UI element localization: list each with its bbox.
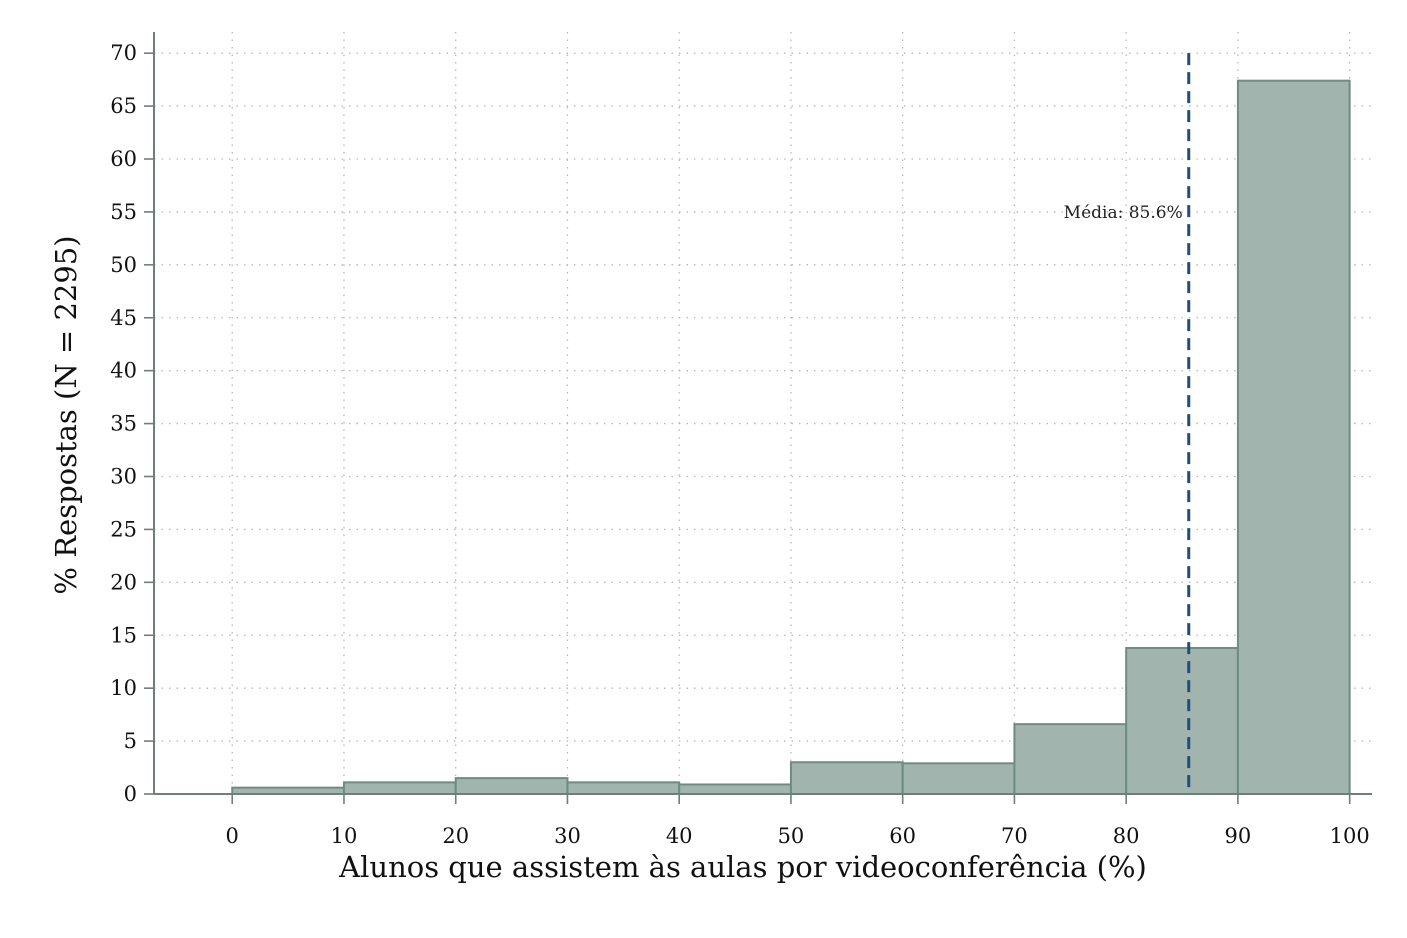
mean-marker: Média: 85.6%	[1064, 53, 1191, 794]
y-axis-title: % Respostas (N = 2295)	[49, 235, 83, 594]
y-tick-label: 0	[124, 782, 137, 806]
histogram-bar	[1236, 79, 1351, 795]
histogram-bar	[342, 781, 457, 796]
y-tick-label: 25	[110, 517, 137, 541]
x-tick-label: 90	[1225, 824, 1252, 848]
x-tick-label: 30	[554, 824, 581, 848]
y-tick-label: 55	[110, 200, 137, 224]
y-tick-label: 30	[110, 465, 137, 489]
y-tick-label: 60	[110, 147, 137, 171]
histogram-bar	[1013, 723, 1128, 796]
tick-labels: 0 5 10 15 20 25 30 35 40 45 50 55 60 65 70 0 10 20 30 40 50 6…	[110, 41, 1369, 848]
x-tick-label: 10	[331, 824, 358, 848]
x-tick-label: 60	[889, 824, 916, 848]
y-tick-label: 20	[110, 570, 137, 594]
y-tick-label: 35	[110, 412, 137, 436]
x-tick-label: 100	[1330, 824, 1370, 848]
y-tick-label: 40	[110, 359, 137, 383]
y-tick-label: 65	[110, 94, 137, 118]
histogram-bar	[901, 762, 1016, 796]
y-tick-label: 70	[110, 41, 137, 65]
mean-label: Média: 85.6%	[1064, 203, 1183, 223]
histogram-bar	[678, 783, 792, 795]
x-tick-label: 20	[442, 824, 469, 848]
y-tick-label: 50	[110, 253, 137, 277]
x-tick-label: 70	[1001, 824, 1028, 848]
x-axis-title: Alunos que assistem às aulas por videoco…	[338, 850, 1147, 884]
histogram-bar	[1125, 646, 1239, 796]
x-tick-label: 50	[778, 824, 805, 848]
histogram-bar	[454, 777, 569, 795]
grid-lines	[154, 32, 1372, 794]
y-tick-label: 15	[110, 623, 137, 647]
x-tick-label: 80	[1113, 824, 1140, 848]
x-tick-label: 40	[666, 824, 693, 848]
histogram-bars	[231, 79, 1351, 796]
histogram-bar	[566, 781, 681, 796]
y-tick-label: 5	[124, 729, 137, 753]
x-tick-label: 0	[226, 824, 239, 848]
y-tick-label: 45	[110, 306, 137, 330]
histogram-bar	[789, 761, 904, 795]
axes	[144, 32, 1372, 804]
y-tick-label: 10	[110, 676, 137, 700]
